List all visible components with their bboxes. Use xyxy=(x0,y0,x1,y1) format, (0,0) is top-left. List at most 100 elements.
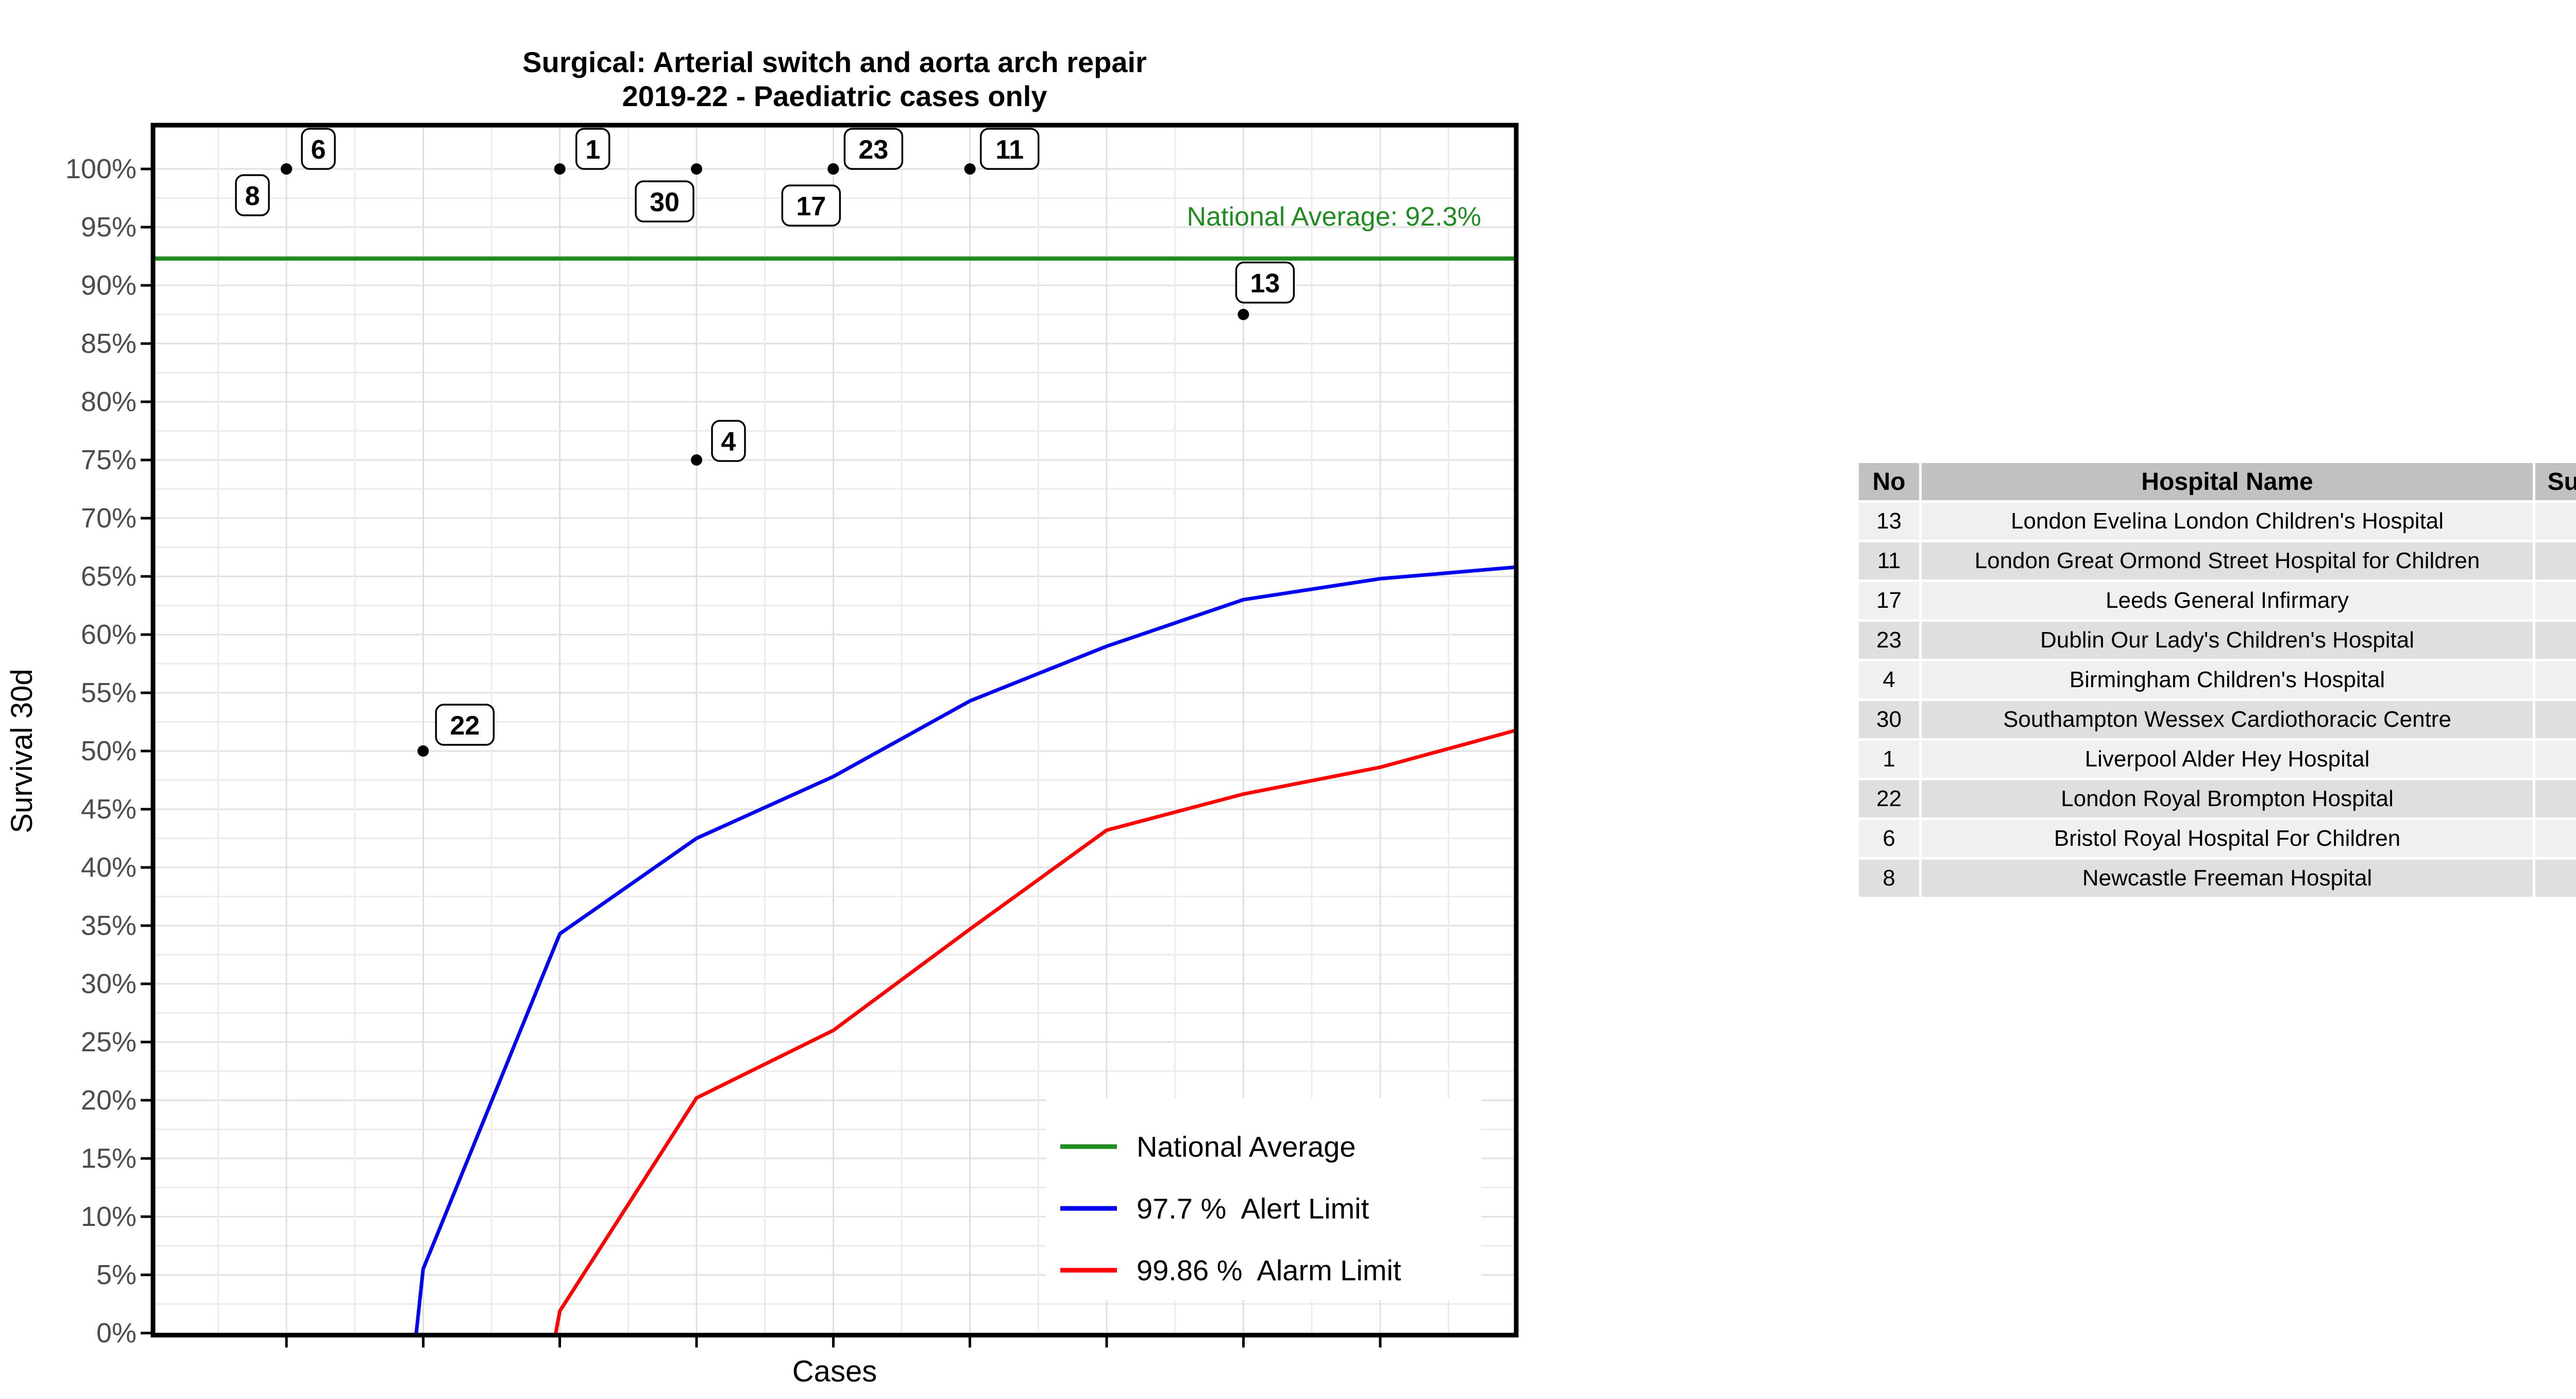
cell-no: 8 xyxy=(1859,860,1919,897)
col-header-hospital-name: Hospital Name xyxy=(1922,463,2533,500)
hospital-point-labels: 8 6 22 1 30 4 17 23 11 13 xyxy=(235,128,1295,746)
legend-background xyxy=(1046,1098,1481,1300)
national-average-annotation: National Average: 92.3% xyxy=(1187,202,1481,232)
cell-survival-30d: 100% xyxy=(2535,820,2576,857)
data-point-22 xyxy=(417,745,429,757)
alarm-limit-curve xyxy=(554,728,1518,1334)
y-tick-label: 85% xyxy=(81,328,137,359)
point-label-8: 8 xyxy=(245,181,260,211)
cell-survival-30d: 100% xyxy=(2535,542,2576,579)
chart-title-line1: Surgical: Arterial switch and aorta arch… xyxy=(522,46,1147,78)
cell-no: 30 xyxy=(1859,701,1919,738)
y-tick-label: 50% xyxy=(81,736,137,766)
point-label-box-8 xyxy=(235,174,270,216)
y-tick-label: 80% xyxy=(81,386,137,417)
cell-hospital-name: London Great Ormond Street Hospital for … xyxy=(1922,542,2533,579)
point-label-17: 17 xyxy=(796,192,826,221)
point-label-6: 6 xyxy=(311,135,326,165)
cell-no: 23 xyxy=(1859,622,1919,659)
legend-label: 97.7 % Alert Limit xyxy=(1137,1192,1369,1225)
table-header-row: No Hospital Name Survival 30d xyxy=(1859,463,2576,500)
chart-legend: National Average 97.7 % Alert Limit 99.86 … xyxy=(1046,1098,1481,1300)
y-tick-label: 75% xyxy=(81,445,137,475)
cell-survival-30d: 75% xyxy=(2535,661,2576,698)
cell-hospital-name: Dublin Our Lady's Children's Hospital xyxy=(1922,622,2533,659)
y-tick-label: 45% xyxy=(81,794,137,825)
cell-survival-30d: 100% xyxy=(2535,622,2576,659)
cell-hospital-name: Birmingham Children's Hospital xyxy=(1922,661,2533,698)
point-label-30: 30 xyxy=(650,187,680,217)
cell-hospital-name: Southampton Wessex Cardiothoracic Centre xyxy=(1922,701,2533,738)
y-tick-label: 55% xyxy=(81,677,137,708)
point-label-13: 13 xyxy=(1250,269,1280,299)
cell-no: 22 xyxy=(1859,780,1919,817)
data-point-6 xyxy=(280,163,292,175)
y-tick-label: 40% xyxy=(81,852,137,883)
point-label-11: 11 xyxy=(995,135,1024,165)
data-point-4 xyxy=(691,454,702,466)
y-tick-label: 30% xyxy=(81,968,137,999)
cell-hospital-name: London Evelina London Children's Hospita… xyxy=(1922,503,2533,540)
y-tick-label: 95% xyxy=(81,212,137,243)
table-row-hospital-11: 11 London Great Ormond Street Hospital fo… xyxy=(1859,542,2576,579)
point-label-1: 1 xyxy=(585,135,600,165)
data-point-11 xyxy=(964,163,976,175)
cell-hospital-name: Leeds General Infirmary xyxy=(1922,582,2533,619)
gridlines xyxy=(153,125,1516,1335)
chart-title-line2: 2019-22 - Paediatric cases only xyxy=(622,80,1047,112)
point-label-23: 23 xyxy=(858,135,888,165)
y-tick-label: 0% xyxy=(96,1318,137,1349)
axis-tick-labels: 0% 5% 10% 15% 20% 25% 30% 35% 40% 45% 50% 55% 60% 65%… xyxy=(65,153,137,1349)
cell-no: 1 xyxy=(1859,741,1919,778)
point-label-box-17 xyxy=(781,184,841,227)
cell-survival-30d: 100% xyxy=(2535,860,2576,897)
table-row-hospital-30: 30 Southampton Wessex Cardiothoracic Cent… xyxy=(1859,701,2576,738)
y-tick-label: 35% xyxy=(81,910,137,941)
cell-no: 13 xyxy=(1859,503,1919,540)
alert-limit-curve xyxy=(414,565,1517,1334)
y-tick-label: 10% xyxy=(81,1201,137,1232)
point-label-box-1 xyxy=(575,128,611,170)
y-tick-label: 90% xyxy=(81,270,137,301)
y-tick-label: 15% xyxy=(81,1143,137,1174)
y-tick-label: 60% xyxy=(81,619,137,650)
y-tick-label: 25% xyxy=(81,1027,137,1057)
point-label-box-30 xyxy=(635,180,694,223)
data-point-13 xyxy=(1238,309,1249,320)
y-axis-title: Survival 30d xyxy=(5,669,39,833)
cell-survival-30d: 50% xyxy=(2535,780,2576,817)
cell-hospital-name: Bristol Royal Hospital For Children xyxy=(1922,820,2533,857)
point-label-22: 22 xyxy=(450,711,480,741)
point-label-4: 4 xyxy=(721,427,736,457)
cell-hospital-name: London Royal Brompton Hospital xyxy=(1922,780,2533,817)
data-point-23 xyxy=(827,163,839,175)
point-label-box-4 xyxy=(711,420,746,462)
point-label-box-23 xyxy=(843,128,904,170)
legend-label: National Average xyxy=(1137,1131,1356,1163)
cell-hospital-name: Liverpool Alder Hey Hospital xyxy=(1922,741,2533,778)
hospital-points xyxy=(280,163,1249,757)
table-row-hospital-13: 13 London Evelina London Children's Hospi… xyxy=(1859,503,2576,540)
point-label-box-13 xyxy=(1235,261,1295,304)
plot-panel-border xyxy=(150,123,1519,1338)
cell-no: 4 xyxy=(1859,661,1919,698)
point-label-box-22 xyxy=(435,704,495,746)
cell-no: 6 xyxy=(1859,820,1919,857)
survival-funnel-chart: Surgical: Arterial switch and aorta arch… xyxy=(5,46,1519,1388)
col-header-survival-30d: Survival 30d xyxy=(2535,463,2576,500)
data-point-1 xyxy=(554,163,566,175)
col-header-no: No xyxy=(1859,463,1919,500)
y-tick-label: 5% xyxy=(96,1259,137,1290)
cell-survival-30d: 88% xyxy=(2535,503,2576,540)
cell-survival-30d: 100% xyxy=(2535,582,2576,619)
y-tick-label: 70% xyxy=(81,503,137,534)
y-tick-label: 100% xyxy=(65,153,137,184)
